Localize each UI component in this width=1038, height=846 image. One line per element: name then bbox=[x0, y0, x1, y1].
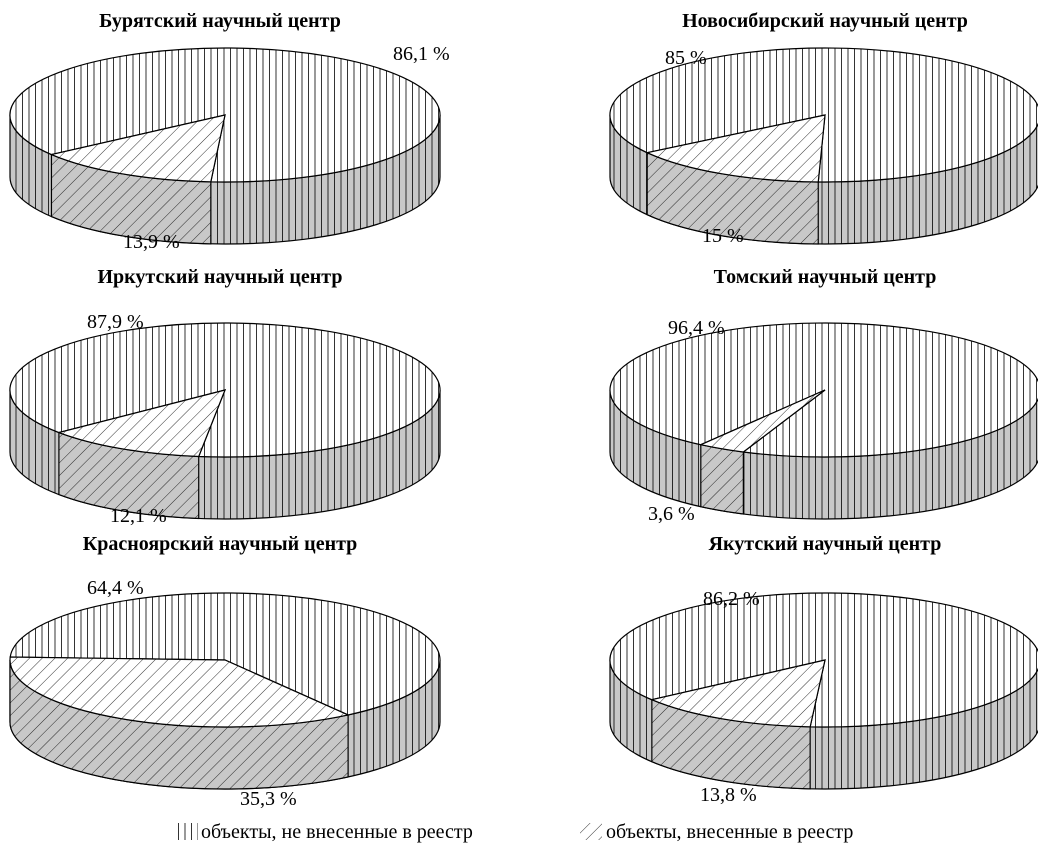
chart-title: Красноярский научный центр bbox=[83, 533, 358, 555]
data-label-not-registered: 96,4 % bbox=[668, 317, 725, 339]
chart-title: Бурятский научный центр bbox=[99, 10, 341, 32]
slice-registered bbox=[56, 389, 226, 458]
pie-chart: Якутский научный центр 86,2 % 13,8 % bbox=[609, 533, 1038, 806]
slice-registered bbox=[649, 659, 826, 728]
chart-title: Томский научный центр bbox=[714, 266, 937, 288]
legend-item-registered: объекты, внесенные в реестр bbox=[580, 821, 853, 843]
pie-charts-group: Бурятский научный центр 86,1 % 13,9 % Новос… bbox=[9, 10, 1038, 810]
side-wall-registered bbox=[700, 443, 744, 515]
slice-registered bbox=[698, 389, 826, 453]
pie-chart: Красноярский научный центр 64,4 % 35,3 % bbox=[9, 533, 441, 810]
pie-chart: Томский научный центр 96,4 % 3,6 % bbox=[609, 266, 1038, 525]
legend-swatch-vertical bbox=[176, 823, 198, 840]
data-label-not-registered: 85 % bbox=[665, 47, 707, 69]
chart-title: Новосибирский научный центр bbox=[682, 10, 968, 32]
legend-item-not-registered: объекты, не внесенные в реестр bbox=[176, 821, 473, 843]
pie-chart: Новосибирский научный центр 85 % 15 % bbox=[609, 10, 1038, 247]
data-label-not-registered: 86,2 % bbox=[703, 588, 760, 610]
chart-title: Иркутский научный центр bbox=[98, 266, 343, 288]
legend-swatch-diagonal bbox=[580, 823, 602, 840]
data-label-registered: 13,9 % bbox=[123, 231, 180, 253]
slice-registered bbox=[9, 656, 351, 728]
legend-label-not-registered: объекты, не внесенные в реестр bbox=[201, 821, 473, 843]
data-label-registered: 13,8 % bbox=[700, 784, 757, 806]
data-label-registered: 12,1 % bbox=[110, 505, 167, 527]
pie-chart: Иркутский научный центр 87,9 % 12,1 % bbox=[9, 266, 441, 527]
slice-registered bbox=[49, 114, 226, 183]
slice-not-registered bbox=[9, 592, 441, 716]
data-label-registered: 15 % bbox=[702, 225, 744, 247]
legend: объекты, не внесенные в реестр объекты, … bbox=[176, 821, 853, 843]
data-label-not-registered: 64,4 % bbox=[87, 577, 144, 599]
pie-chart: Бурятский научный центр 86,1 % 13,9 % bbox=[9, 10, 450, 253]
slice-registered bbox=[645, 114, 826, 183]
chart-title: Якутский научный центр bbox=[709, 533, 942, 555]
data-label-registered: 3,6 % bbox=[648, 503, 695, 525]
data-label-not-registered: 86,1 % bbox=[393, 43, 450, 65]
data-label-registered: 35,3 % bbox=[240, 788, 297, 810]
legend-label-registered: объекты, внесенные в реестр bbox=[606, 821, 853, 843]
data-label-not-registered: 87,9 % bbox=[87, 311, 144, 333]
